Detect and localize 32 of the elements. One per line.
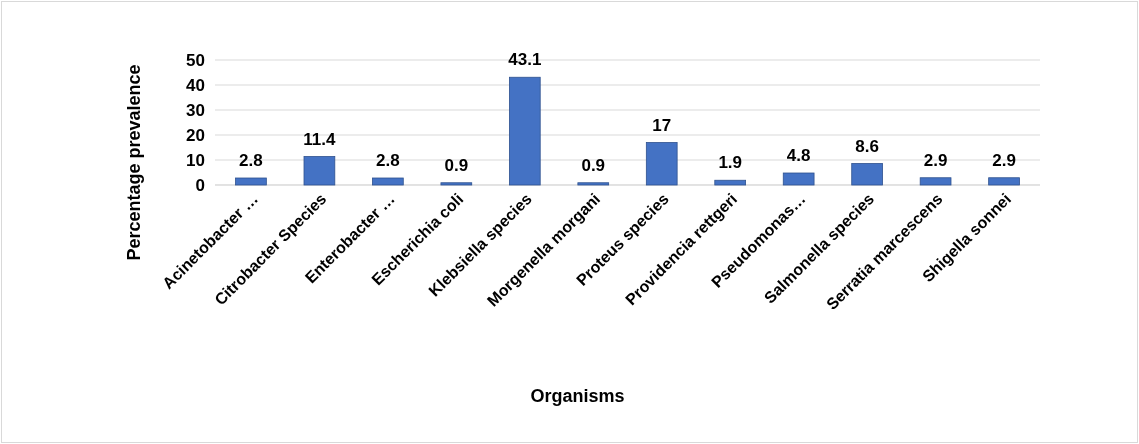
bar: [988, 177, 1020, 186]
bar: [509, 76, 541, 186]
bar: [851, 163, 883, 186]
data-label: 2.9: [992, 150, 1016, 170]
data-label: 2.8: [239, 151, 263, 170]
data-label: 2.8: [376, 151, 400, 170]
bar: [645, 142, 678, 186]
data-label: 8.6: [855, 136, 879, 156]
data-label: 1.9: [718, 153, 743, 173]
data-label: 4.8: [786, 146, 811, 165]
bar: [372, 177, 404, 186]
bar: [440, 182, 473, 186]
bar: [577, 182, 610, 186]
y-axis-title: Percentage prevalence: [124, 64, 144, 261]
data-label: 17: [652, 115, 672, 135]
y-tick-label: 10: [186, 150, 205, 170]
data-label: 2.9: [923, 150, 948, 170]
bar: [782, 172, 815, 186]
data-label: 11.4: [303, 129, 337, 149]
bar: [235, 177, 267, 186]
x-axis-title: Organisms: [530, 386, 625, 406]
y-tick-label: 40: [186, 75, 205, 95]
y-tick-label: 50: [186, 50, 205, 70]
y-tick-label: 20: [186, 125, 205, 145]
bar: [919, 177, 952, 186]
bar: [303, 156, 336, 186]
data-label: 0.9: [444, 155, 469, 175]
data-label: 43.1: [508, 50, 542, 70]
bar: [714, 179, 746, 186]
y-tick-label: 0: [195, 175, 205, 195]
data-label: 0.9: [581, 155, 606, 175]
y-tick-label: 30: [186, 100, 205, 120]
